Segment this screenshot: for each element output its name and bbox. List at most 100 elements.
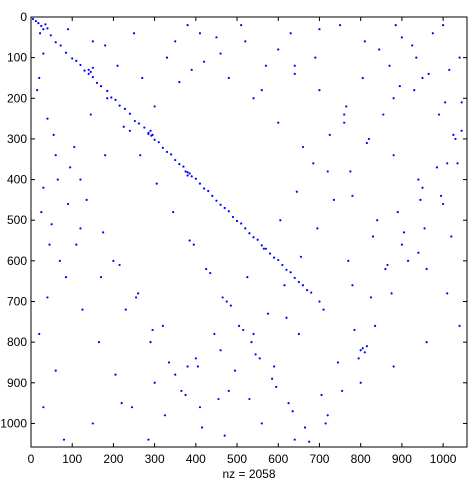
nonzero-marker (205, 267, 208, 271)
nonzero-marker (347, 259, 350, 262)
nonzero-marker (437, 113, 441, 116)
y-tick-label: 200 (7, 91, 27, 105)
nonzero-marker (219, 349, 222, 352)
nonzero-marker (248, 397, 251, 401)
nonzero-marker (402, 231, 406, 234)
nonzero-marker (293, 72, 296, 75)
nonzero-marker (297, 280, 300, 284)
nonzero-marker (293, 438, 296, 441)
nonzero-marker (151, 328, 154, 332)
nonzero-marker (36, 89, 39, 92)
nonzero-marker (413, 89, 416, 92)
nonzero-marker (452, 133, 455, 136)
nonzero-marker (202, 187, 206, 190)
nonzero-marker (320, 393, 323, 397)
nonzero-marker (349, 170, 352, 173)
nonzero-marker (448, 68, 451, 71)
x-tick-label: 400 (186, 452, 206, 466)
nonzero-marker (215, 36, 218, 39)
nonzero-marker (120, 402, 123, 405)
nonzero-marker (188, 239, 191, 242)
nonzero-marker (75, 243, 78, 246)
nonzero-marker (285, 268, 288, 271)
y-tick-label: 800 (7, 335, 27, 349)
nonzero-marker (38, 76, 41, 80)
nonzero-marker (277, 121, 280, 124)
nonzero-marker (174, 373, 177, 376)
nonzero-marker (128, 112, 132, 115)
nonzero-marker (264, 247, 267, 250)
nonzero-marker (97, 341, 101, 344)
nonzero-marker (283, 284, 286, 287)
nonzero-marker (46, 296, 49, 299)
nonzero-marker (48, 243, 51, 246)
nonzero-marker (301, 284, 305, 287)
nonzero-marker (293, 64, 296, 67)
nonzero-marker (89, 70, 92, 73)
nonzero-marker (147, 438, 150, 441)
nonzero-marker (289, 271, 292, 274)
nonzero-marker (406, 259, 410, 262)
nonzero-marker (186, 365, 189, 368)
nonzero-marker (91, 66, 94, 69)
nonzero-marker (211, 194, 214, 197)
nonzero-marker (371, 235, 375, 238)
nonzero-marker (221, 296, 224, 299)
nonzero-marker (365, 141, 368, 145)
nonzero-marker (223, 206, 226, 210)
nonzero-marker (66, 28, 70, 31)
nonzero-marker (147, 131, 150, 134)
nonzero-marker (54, 41, 57, 44)
y-tick-label: 400 (7, 173, 27, 187)
nonzero-marker (291, 410, 294, 413)
nonzero-marker (264, 64, 267, 67)
x-tick-label: 1000 (430, 452, 457, 466)
nonzero-marker (118, 263, 121, 267)
nonzero-marker (223, 434, 226, 437)
nonzero-marker (295, 190, 298, 193)
nonzero-marker (157, 141, 160, 144)
nonzero-marker (42, 186, 45, 189)
nonzero-marker (130, 406, 134, 409)
nonzero-marker (363, 351, 366, 354)
nonzero-marker (87, 72, 90, 75)
nonzero-marker (40, 210, 43, 214)
nonzero-marker (170, 153, 173, 156)
nonzero-marker (415, 56, 418, 59)
x-axis-ticks: 0 100 200 300 400 500 600 700 800 900 1000 (28, 17, 457, 466)
nonzero-marker (184, 170, 187, 173)
nonzero-marker (66, 202, 70, 206)
nonzero-marker (123, 107, 127, 110)
nonzero-marker (318, 89, 321, 92)
nonzero-marker (137, 292, 140, 295)
nonzero-marker (79, 178, 82, 181)
nonzero-marker (252, 236, 255, 239)
nonzero-marker (460, 129, 463, 132)
nonzero-marker (155, 182, 158, 185)
nonzero-marker (49, 34, 52, 37)
nonzero-marker (58, 259, 61, 262)
nonzero-marker (363, 40, 366, 43)
nonzero-marker (184, 393, 187, 397)
nonzero-marker (260, 244, 263, 247)
nonzero-marker (359, 349, 362, 352)
nonzero-marker (310, 291, 313, 294)
nonzero-marker (341, 389, 344, 393)
nonzero-marker (186, 174, 189, 177)
nonzero-marker (71, 57, 74, 60)
nonzero-marker (277, 48, 280, 51)
y-tick-label: 900 (7, 376, 27, 390)
y-tick-label: 300 (7, 132, 27, 146)
nonzero-marker (118, 104, 121, 107)
nonzero-marker (153, 381, 156, 384)
nonzero-marker (353, 328, 356, 332)
nonzero-marker (246, 276, 249, 279)
nonzero-marker (460, 101, 463, 104)
nonzero-marker (81, 308, 84, 311)
nonzero-marker (56, 178, 59, 181)
nonzero-marker (314, 56, 317, 59)
nonzero-marker (441, 24, 445, 27)
nonzero-marker (141, 76, 144, 80)
nonzero-marker (134, 296, 138, 299)
